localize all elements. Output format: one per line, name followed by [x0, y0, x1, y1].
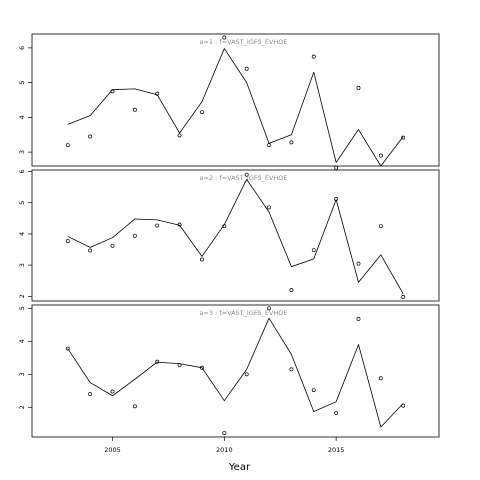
panel-1: a=1 : f=VAST_IGFS_EVHOE 3 4 5 6	[18, 33, 440, 170]
observed-point	[132, 107, 137, 112]
x-tick-label: 2005	[104, 446, 121, 454]
fitted-line	[67, 48, 404, 167]
observed-point	[311, 248, 316, 253]
observed-point	[378, 153, 383, 158]
x-axis-title: Year	[228, 462, 251, 473]
observed-point	[155, 91, 160, 96]
observed-point	[334, 165, 339, 170]
observed-point	[244, 66, 249, 71]
y-tick-label: 4	[18, 339, 26, 343]
y-tick-label: 5	[18, 201, 26, 205]
observed-point	[289, 367, 294, 372]
observed-point	[65, 143, 70, 148]
observed-point	[356, 261, 361, 266]
y-tick-label: 6	[18, 46, 26, 50]
observed-point	[356, 85, 361, 90]
observed-point	[200, 257, 204, 262]
observed-point	[155, 223, 160, 228]
observed-point	[177, 363, 182, 368]
x-tick-label: 2010	[216, 446, 233, 454]
observed-point	[110, 389, 115, 394]
observed-point	[222, 35, 227, 40]
observed-point	[334, 197, 339, 201]
observed-point	[110, 243, 115, 248]
observed-point	[200, 110, 204, 115]
y-tick-label: 6	[18, 169, 26, 173]
panel-frame	[31, 304, 440, 438]
observed-point	[177, 222, 182, 227]
observed-point	[65, 239, 70, 244]
observed-point	[222, 431, 227, 435]
observed-point	[356, 316, 361, 321]
observed-point	[244, 172, 249, 177]
observed-point	[132, 233, 137, 238]
y-tick-label: 5	[18, 306, 26, 310]
y-tick-label: 3	[18, 150, 26, 154]
x-tick-label: 2015	[328, 446, 345, 454]
panel-title: a=1 : f=VAST_IGFS_EVHOE	[199, 38, 287, 46]
observed-point	[88, 248, 93, 253]
y-tick-label: 2	[18, 405, 26, 409]
observed-point	[378, 224, 383, 229]
observed-point	[267, 205, 271, 210]
observed-point	[289, 140, 294, 145]
fitted-line	[67, 178, 404, 295]
observed-point	[334, 410, 339, 415]
observed-point	[378, 376, 383, 381]
y-tick-label: 3	[18, 372, 26, 376]
observed-point	[88, 392, 93, 397]
observed-point	[311, 54, 316, 59]
y-tick-label: 5	[18, 81, 26, 85]
y-tick-label: 4	[18, 232, 26, 236]
panel-2: a=2 : f=VAST_IGFS_EVHOE 2 3 4 5 6	[18, 169, 440, 302]
panel-3: a=3 : f=VAST_IGFS_EVHOE 2 3 4 5	[18, 304, 440, 438]
observed-point	[222, 224, 227, 229]
observed-point	[401, 135, 406, 140]
observed-point	[267, 143, 271, 148]
panel-title: a=3 : f=VAST_IGFS_EVHOE	[199, 309, 287, 317]
observed-point	[132, 404, 137, 409]
observed-point	[267, 306, 271, 311]
y-tick-label: 3	[18, 263, 26, 267]
observed-point	[289, 288, 294, 293]
y-tick-label: 2	[18, 294, 26, 298]
observed-point	[401, 403, 406, 408]
observed-point	[311, 388, 316, 393]
observed-point	[155, 359, 160, 364]
observed-point	[244, 372, 249, 377]
fitted-line	[67, 317, 404, 428]
observed-point	[200, 365, 204, 370]
observed-point	[177, 133, 182, 138]
observed-point	[110, 89, 115, 94]
panel-frame	[31, 169, 440, 302]
y-tick-label: 4	[18, 115, 26, 119]
panel-frame	[31, 33, 440, 167]
observed-point	[88, 134, 93, 139]
observed-point	[401, 294, 406, 299]
panel-title: a=2 : f=VAST_IGFS_EVHOE	[199, 174, 287, 182]
observed-point	[65, 346, 70, 351]
